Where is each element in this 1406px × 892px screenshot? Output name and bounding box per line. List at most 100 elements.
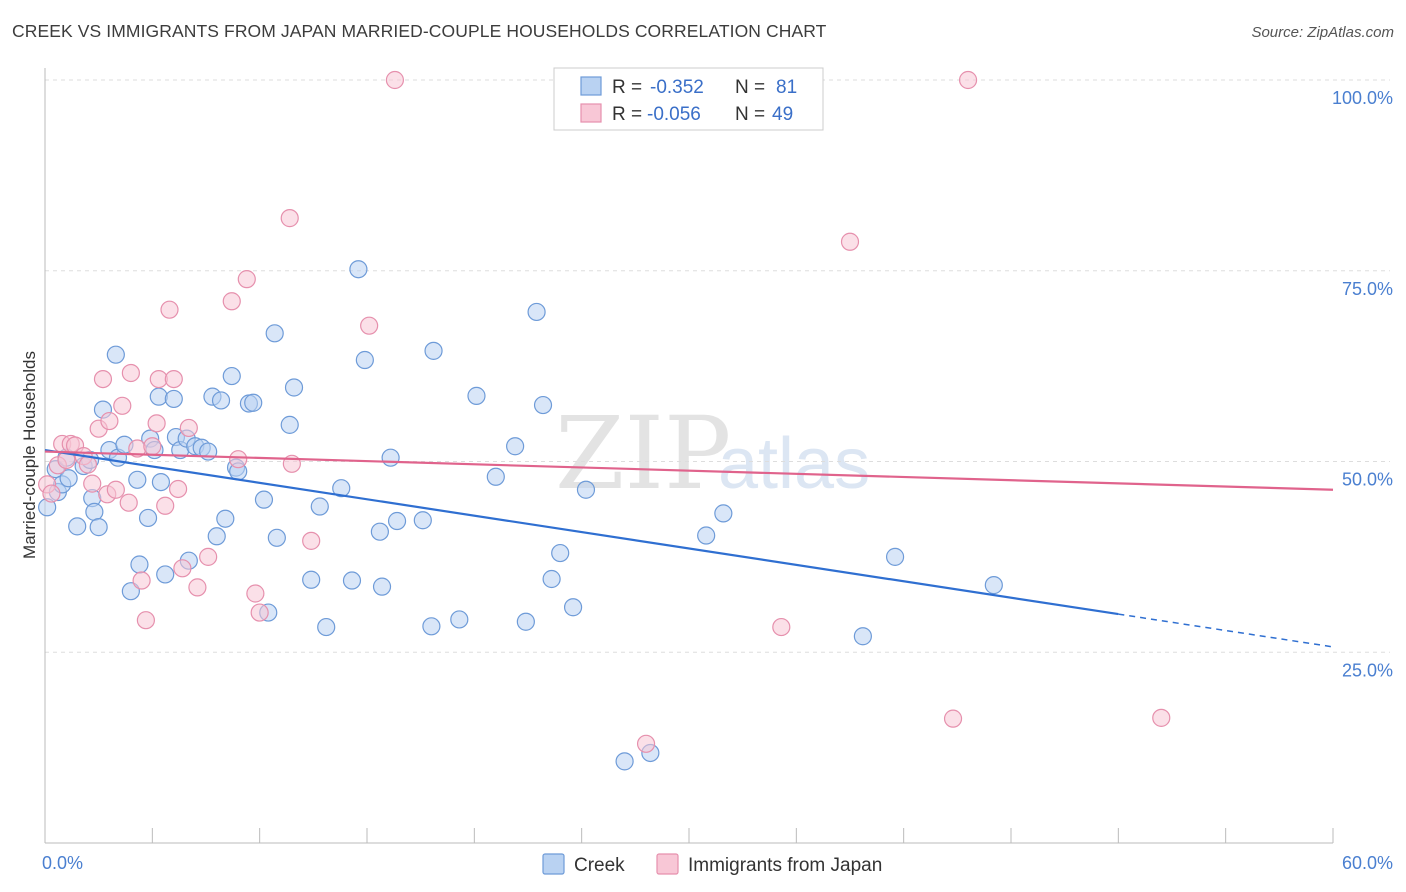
- japan-point: [164, 369, 183, 389]
- bottom-legend-label-japan: Immigrants from Japan: [688, 855, 882, 876]
- y-axis-label: Married-couple Households: [20, 351, 39, 559]
- japan-point: [143, 437, 162, 456]
- creek-point: [551, 543, 570, 563]
- japan-point: [121, 363, 140, 383]
- legend-n-value-creek: 81: [776, 77, 797, 98]
- creek-point: [310, 497, 329, 516]
- japan-point: [250, 603, 269, 622]
- legend-r-label-creek: R =: [612, 77, 642, 98]
- trend-lines: [44, 448, 1334, 648]
- japan-point: [113, 396, 132, 415]
- x-tick-label-max: 60.0%: [1342, 853, 1393, 873]
- source-credit: Source: ZipAtlas.com: [1251, 24, 1394, 41]
- creek-point: [59, 469, 78, 488]
- legend-r-value-japan: -0.056: [647, 104, 701, 125]
- creek-points: [38, 260, 1003, 771]
- legend-r-value-creek: -0.352: [650, 77, 704, 98]
- japan-point: [222, 292, 241, 311]
- japan-point: [83, 474, 102, 493]
- japan-point: [173, 559, 192, 578]
- y-tick-label: 100.0%: [1332, 88, 1393, 108]
- creek-point: [714, 504, 733, 523]
- creek-trend-line-extension: [1118, 613, 1334, 648]
- japan-point: [179, 418, 198, 438]
- creek-point: [387, 511, 407, 531]
- creek-point: [372, 577, 392, 596]
- japan-point: [360, 316, 379, 335]
- creek-point: [267, 528, 286, 547]
- japan-point: [237, 270, 256, 289]
- creek-point: [424, 341, 443, 360]
- creek-point: [68, 517, 87, 536]
- y-tick-label: 50.0%: [1342, 470, 1393, 490]
- creek-point: [106, 345, 125, 364]
- creek-point: [284, 378, 304, 397]
- japan-point: [156, 496, 175, 515]
- y-tick-labels: 25.0% 50.0% 75.0% 100.0%: [1332, 88, 1393, 680]
- bottom-legend-label-creek: Creek: [574, 855, 625, 876]
- creek-point: [527, 302, 546, 322]
- creek-point: [563, 598, 583, 617]
- creek-point: [211, 391, 231, 410]
- legend-swatch-japan: [580, 103, 602, 123]
- japan-point: [136, 611, 155, 630]
- japan-point: [147, 414, 166, 433]
- japan-point: [188, 578, 207, 597]
- creek-point: [422, 617, 441, 636]
- legend-n-value-japan: 49: [772, 104, 793, 125]
- creek-point: [467, 386, 486, 405]
- japan-point: [106, 480, 125, 499]
- japan-points: [38, 70, 1171, 753]
- japan-point: [160, 300, 179, 319]
- japan-point: [100, 411, 119, 431]
- bottom-legend-swatch-creek: [542, 853, 565, 875]
- creek-point: [164, 389, 183, 409]
- japan-point: [119, 493, 138, 512]
- creek-point: [149, 387, 168, 406]
- creek-point: [349, 260, 368, 279]
- creek-point: [370, 522, 389, 541]
- japan-point: [302, 531, 321, 550]
- watermark-atlas: atlas: [718, 424, 870, 504]
- creek-point: [280, 415, 299, 434]
- creek-point: [615, 752, 634, 771]
- creek-point: [486, 467, 505, 486]
- x-tick-label-min: 0.0%: [42, 853, 83, 873]
- japan-point: [42, 484, 61, 503]
- creek-point: [151, 473, 171, 492]
- japan-point: [132, 571, 151, 590]
- japan-point: [636, 734, 656, 753]
- series-legend: Creek Immigrants from Japan: [542, 853, 882, 876]
- creek-point: [885, 547, 905, 566]
- japan-point: [93, 369, 113, 389]
- japan-point: [229, 450, 248, 469]
- legend-n-label-creek: N =: [735, 77, 765, 98]
- y-tick-label: 25.0%: [1342, 660, 1393, 680]
- japan-point: [958, 70, 978, 90]
- creek-point: [222, 366, 241, 386]
- bottom-legend-swatch-japan: [656, 853, 679, 875]
- creek-point: [332, 479, 351, 498]
- creek-point: [128, 470, 147, 489]
- japan-point: [280, 209, 299, 228]
- japan-point: [943, 709, 963, 728]
- creek-point: [85, 502, 104, 521]
- creek-point: [984, 576, 1003, 595]
- creek-point: [302, 570, 321, 589]
- creek-point: [89, 518, 108, 537]
- creek-point: [576, 480, 596, 499]
- creek-point: [138, 508, 158, 528]
- legend-r-label-japan: R =: [612, 104, 642, 125]
- creek-point: [254, 490, 274, 509]
- creek-point: [516, 612, 535, 631]
- japan-point: [772, 617, 791, 637]
- creek-point: [130, 555, 149, 574]
- legend-n-label-japan: N =: [735, 104, 765, 125]
- japan-point: [199, 547, 218, 566]
- creek-point: [265, 324, 284, 343]
- japan-point: [1152, 708, 1171, 727]
- creek-point: [216, 509, 235, 528]
- creek-point: [244, 393, 263, 412]
- creek-point: [542, 569, 561, 589]
